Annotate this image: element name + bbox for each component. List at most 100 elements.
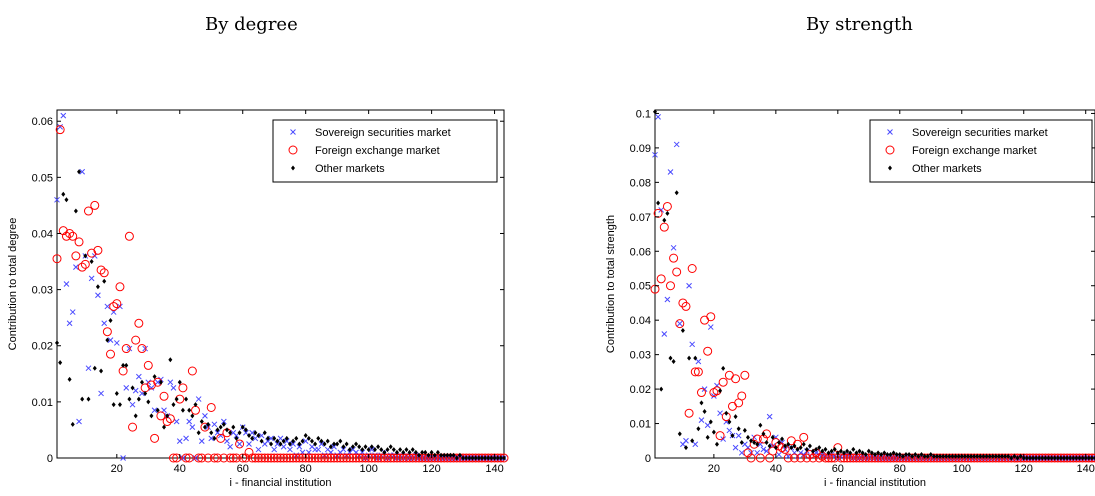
strength-ytick-label: 0.01 (630, 419, 651, 431)
strength-point (876, 450, 881, 456)
degree-point (420, 449, 425, 455)
strength-point (667, 169, 674, 175)
chart-title-degree: By degree (205, 14, 298, 35)
degree-point (93, 245, 103, 255)
degree-point (410, 447, 415, 453)
degree-point (383, 453, 393, 463)
degree-point (67, 376, 72, 382)
strength-point (718, 377, 728, 387)
strength-point (752, 439, 757, 445)
degree-point (291, 453, 301, 463)
degree-legend-box (272, 119, 498, 183)
degree-xtick-label: 80 (300, 463, 312, 475)
degree-series-2 (52, 125, 509, 463)
strength-point (1052, 455, 1057, 461)
degree-point (249, 429, 256, 436)
degree-point (199, 419, 204, 425)
strength-point (830, 453, 840, 463)
strength-point (732, 444, 739, 451)
degree-point (233, 432, 240, 439)
degree-point (167, 379, 174, 386)
degree-xtick-label: 120 (422, 463, 440, 475)
strength-point (652, 151, 658, 158)
strength-point (693, 367, 703, 377)
degree-point (417, 452, 422, 458)
strength-point (740, 370, 750, 380)
degree-point (240, 424, 245, 430)
strength-point (1024, 455, 1029, 461)
degree-point (215, 427, 220, 433)
degree-point (357, 453, 367, 463)
degree-point (442, 452, 447, 458)
degree-point (260, 453, 270, 463)
strength-point (730, 433, 735, 439)
degree-point (189, 424, 196, 430)
strength-xtick-label: 20 (708, 463, 720, 475)
strength-point (672, 267, 682, 277)
strength-point (662, 201, 672, 211)
degree-point (121, 344, 131, 354)
degree-point (341, 444, 346, 450)
strength-point (770, 434, 775, 440)
strength-point (664, 296, 671, 303)
degree-point (127, 396, 132, 402)
strength-point (1077, 455, 1082, 461)
degree-point (73, 208, 78, 214)
degree-point (209, 430, 214, 436)
degree-point (194, 453, 204, 463)
degree-point (180, 455, 186, 461)
degree-point (451, 452, 456, 458)
degree-point (429, 449, 434, 455)
degree-point (174, 396, 179, 402)
strength-point (727, 419, 732, 425)
degree-point (354, 441, 359, 447)
strength-point (689, 341, 696, 348)
strength-point (718, 388, 723, 394)
degree-point (266, 453, 276, 463)
degree-point (404, 447, 409, 453)
strength-ytick-label: 0.02 (630, 384, 651, 396)
degree-point (126, 345, 133, 352)
degree-point (209, 453, 219, 463)
strength-point (776, 439, 781, 445)
degree-point (253, 453, 263, 463)
degree-point (128, 422, 138, 432)
degree-point (382, 449, 387, 455)
degree-point (388, 444, 393, 450)
degree-ytick-label: 0 (47, 453, 53, 465)
strength-point (1027, 455, 1032, 461)
degree-point (448, 452, 453, 458)
strength-point (938, 453, 943, 459)
degree-point (348, 453, 358, 463)
degree-point (102, 278, 107, 284)
strength-point (885, 452, 890, 458)
strength-point (674, 190, 679, 196)
strength-point (695, 358, 702, 365)
strength-point (1071, 455, 1076, 461)
strength-point (845, 448, 850, 454)
strength-point (755, 453, 765, 463)
degree-point (376, 453, 386, 463)
degree-point (246, 441, 252, 447)
degree-point (108, 317, 113, 323)
degree-point (98, 390, 104, 397)
degree-point (57, 123, 64, 130)
degree-point (180, 407, 185, 413)
degree-point (315, 446, 322, 453)
strength-point (1037, 455, 1042, 461)
strength-point (931, 453, 936, 459)
degree-point (87, 248, 97, 258)
strength-point (656, 274, 666, 284)
strength-point (683, 445, 688, 451)
degree-point (77, 262, 87, 272)
degree-ytick-label: 0.01 (32, 397, 53, 409)
degree-point (80, 259, 90, 269)
degree-point (257, 453, 267, 463)
degree-point (296, 443, 303, 450)
strength-ytick-label: 0 (645, 453, 651, 465)
strength-point (724, 370, 734, 380)
degree-point (250, 435, 255, 441)
strength-ytick-label: 0.08 (630, 177, 651, 189)
strength-ytick-label: 0.04 (630, 315, 651, 327)
strength-point (738, 449, 745, 456)
